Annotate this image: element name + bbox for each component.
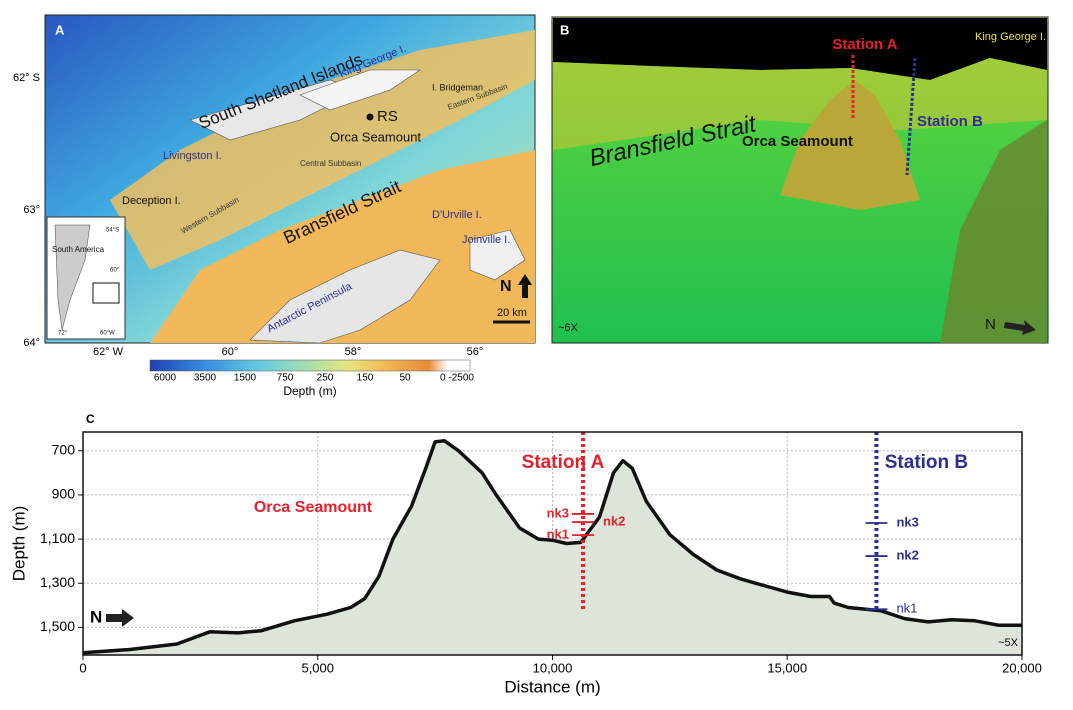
lon-label: 58° [345,346,362,358]
y-tick-label: 700 [52,441,76,457]
x-tick-label: 0 [79,660,86,675]
shelf [110,30,535,270]
x-tick-label: 15,000 [767,660,807,675]
north-arrow [106,609,134,627]
panel-letter: C [86,412,95,426]
inset-box [92,282,120,304]
peninsula [249,249,441,344]
colorbar-label: 0 -2500 [440,373,474,384]
y-tick-label: 1,100 [40,530,75,546]
scale-label: 20 km [497,307,527,319]
sample-label: nk3 [547,505,569,520]
lat-label: 63° [23,204,40,216]
colorbar-label: 6000 [154,373,177,384]
map-label: D'Urville I. [432,209,482,221]
seamount [780,80,920,210]
x-tick-label: 10,000 [533,660,573,675]
lon-label: 62° W [93,346,124,358]
north-label: N [985,316,996,333]
sample-label: nk1 [896,601,917,616]
y-tick-label: 900 [52,486,76,502]
colorbar-label: 250 [317,373,334,384]
map-label: RS [377,108,398,125]
view-label: ~6X [558,322,579,334]
sample-label: nk2 [896,548,918,563]
colorbar [149,359,471,372]
inset-tick: 72° [58,331,68,337]
map-label: I. Bridgeman [432,82,483,92]
rs-point [366,113,374,121]
annotation: ~5X [998,637,1019,649]
map-label: Central Subbasin [300,159,361,168]
y-tick-label: 1,300 [40,574,75,590]
inset-tick: 54°S [106,228,119,234]
island [299,69,421,111]
view-label: Station B [917,113,983,130]
lat-label: 62° S [13,72,40,84]
station-label: Station A [522,452,605,473]
peninsula-shelf [150,150,535,343]
slope [940,120,1047,343]
panel-c: C 0 5,000 10,000 15,000 20,000 700 900 1,100 1,30… [9,412,1041,696]
panel-letter: A [55,22,65,37]
north-label: N [500,278,512,295]
north-label: N [90,607,102,626]
x-tick-label: 20,000 [1002,660,1042,675]
colorbar-label: 150 [357,373,374,384]
y-axis-label: Depth (m) [9,506,28,582]
station-line [905,57,917,176]
profile-line [82,439,1022,655]
colorbar-label: 3500 [194,373,217,384]
colorbar-label: 1500 [234,373,257,384]
lon-label: 60° [222,346,239,358]
map-label: Livingston I. [163,150,222,162]
inset-tick: 60°W [100,331,115,337]
x-axis-label: Distance (m) [504,677,600,696]
colorbar-labels: 6000 3500 1500 750 250 150 50 0 -2500 [154,373,475,384]
colorbar-label: 50 [399,373,411,384]
panel-a: A 62° S 63° 64° 62° W 60° 58° 56° South … [13,14,536,398]
map-label: Joinville I. [462,234,510,246]
colorbar-label: 750 [277,373,294,384]
lon-label: 56° [467,346,484,358]
x-tick-label: 5,000 [301,660,334,675]
area [83,440,1022,655]
y-tick-label: 1,500 [40,618,75,634]
island [469,229,526,281]
panel-b: B Station A King George I. Bransfield St… [551,16,1049,344]
inset-land [54,224,91,331]
sample-label: nk2 [603,514,625,529]
colorbar-title: Depth (m) [283,384,336,398]
sample-label: nk1 [547,527,569,542]
view-label: King George I. [975,31,1046,43]
north-arrow [1004,320,1036,335]
sample-label: nk3 [896,514,918,529]
north-arrow [518,274,532,298]
lat-label: 64° [23,337,40,349]
panel-letter: B [560,22,569,37]
view-label: Orca Seamount [742,133,853,150]
map-label: Orca Seamount [330,129,421,144]
map-label: Deception I. [122,195,181,207]
view-label: Station A [832,36,897,53]
sky [553,18,1047,80]
inset-label: South America [52,245,105,254]
plot-frame [82,431,1023,656]
far-terrain [553,58,1047,150]
inset-tick: 60° [110,268,120,274]
annotation: Orca Seamount [254,499,373,516]
station-label: Station B [885,452,968,473]
